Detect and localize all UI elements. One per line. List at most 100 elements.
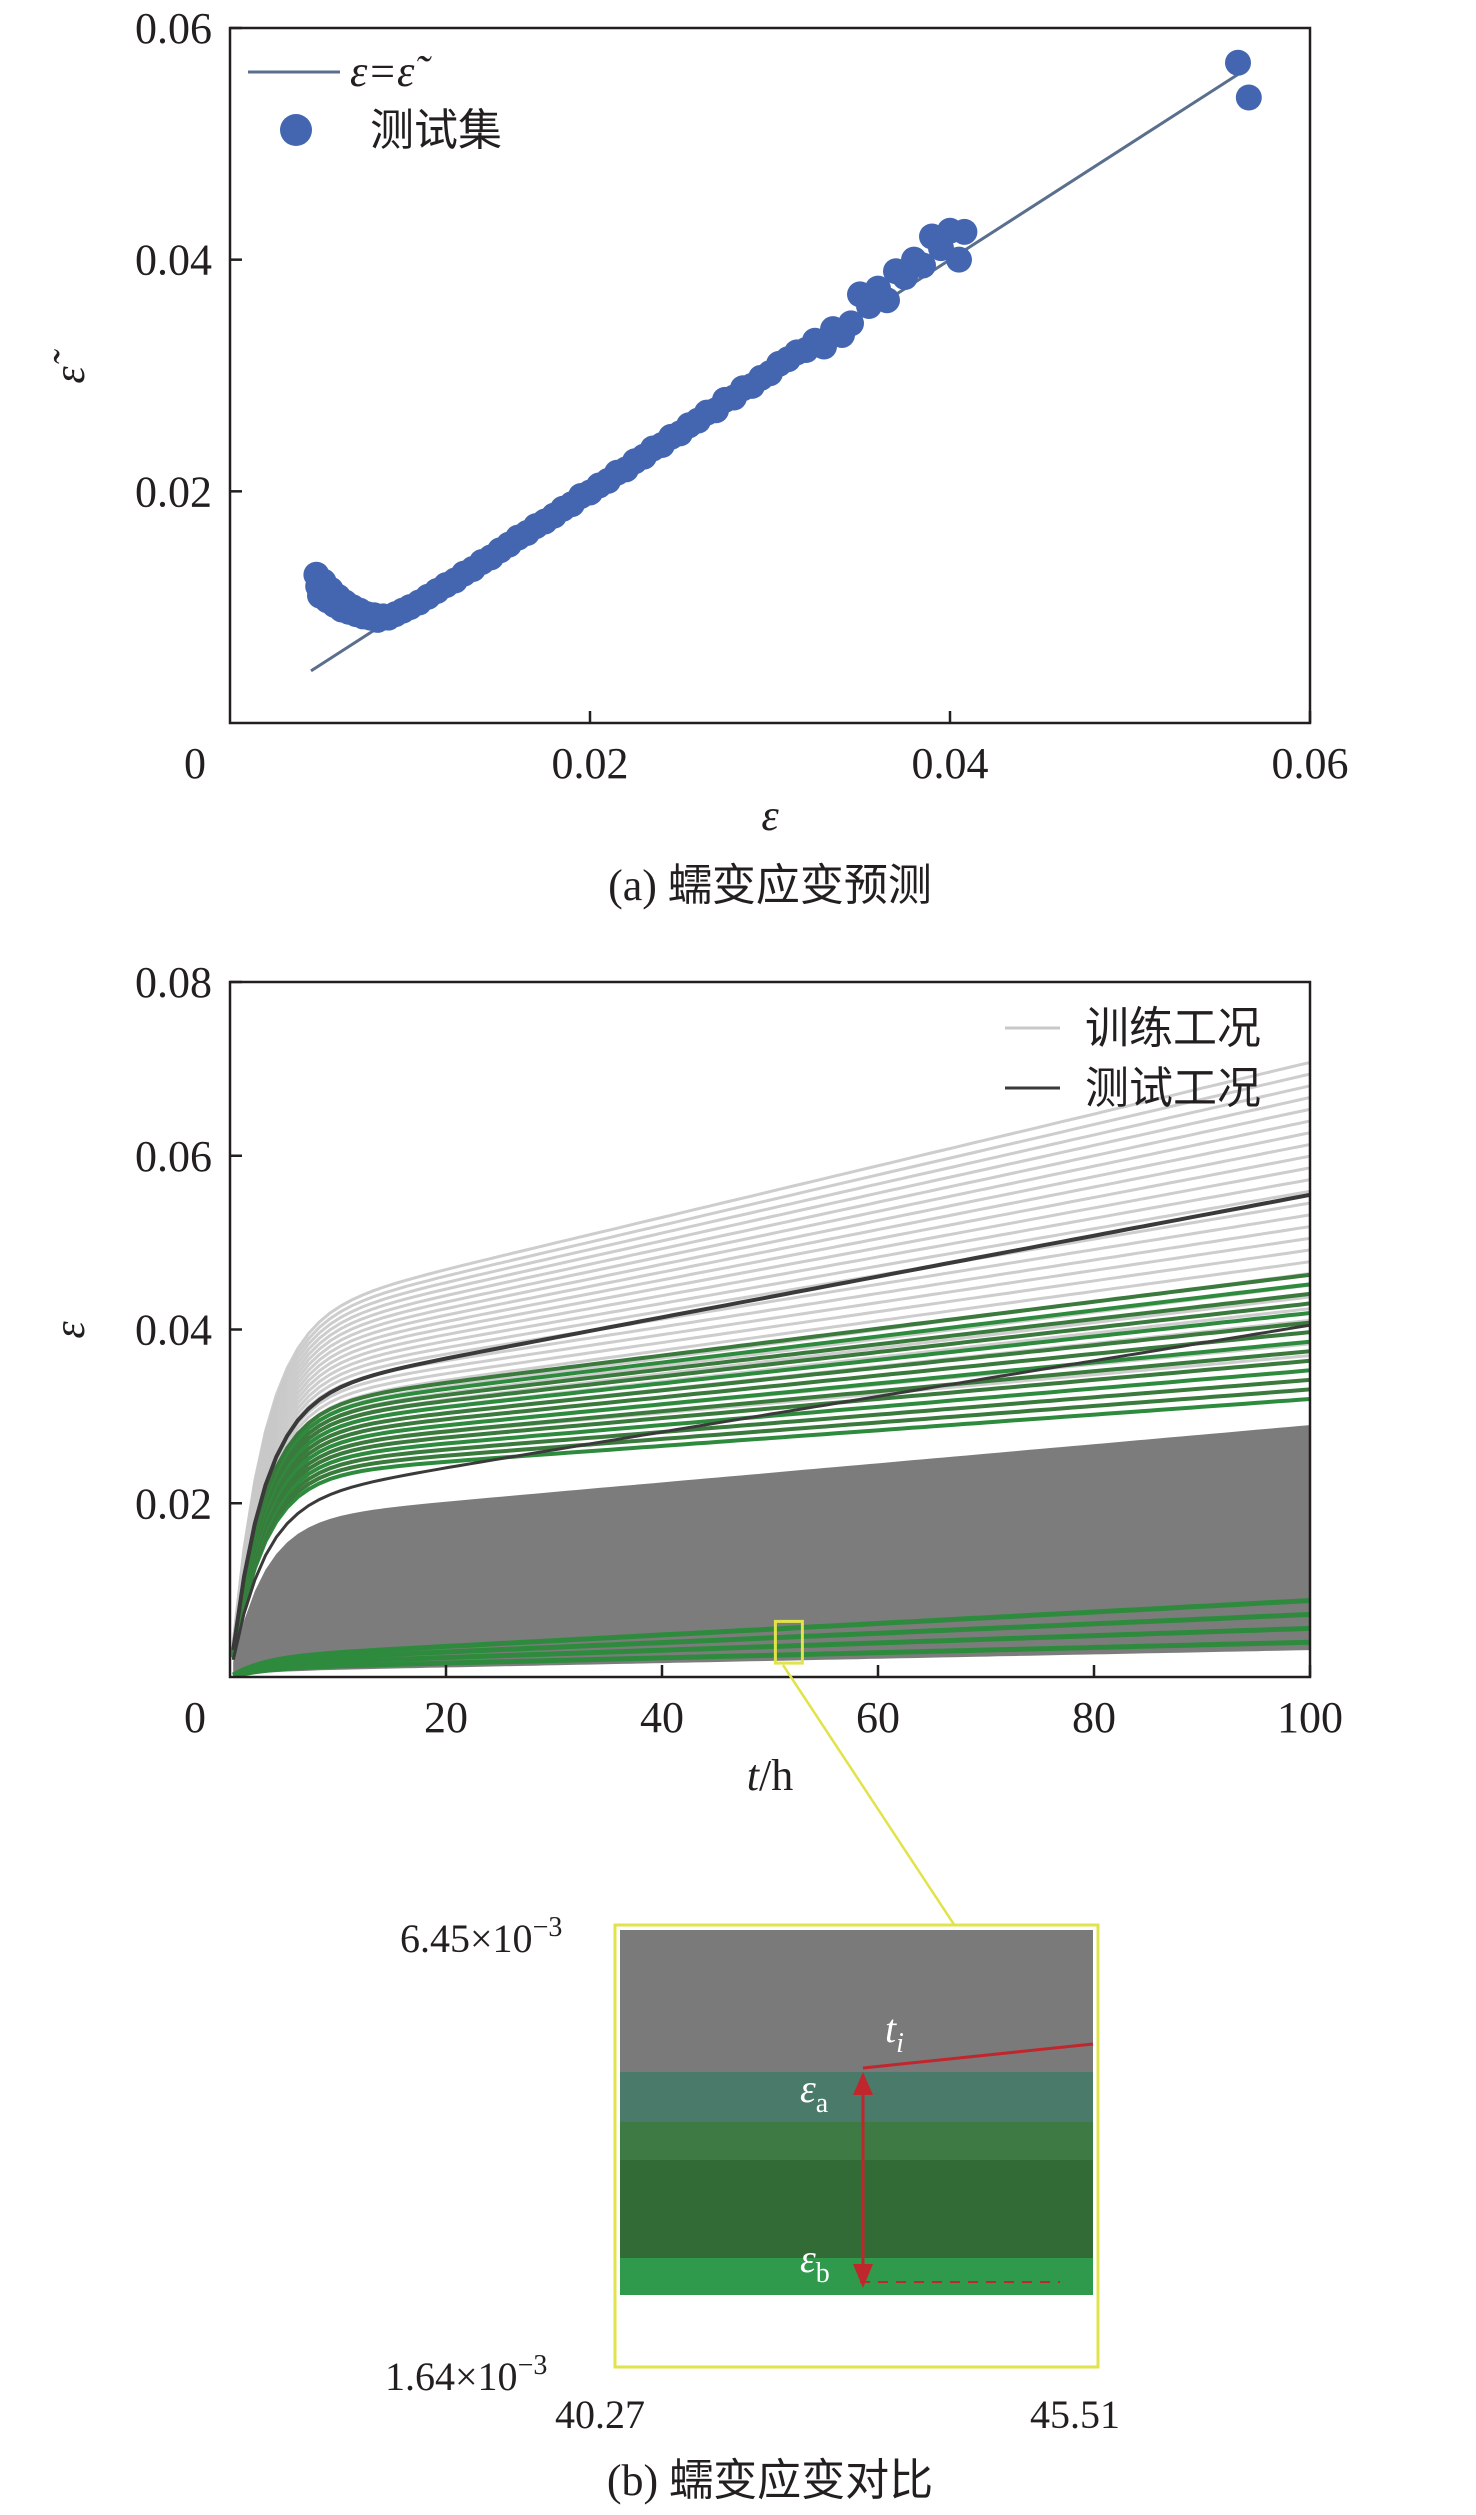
inset-band — [620, 1930, 1093, 2072]
training-curve — [231, 1178, 1310, 1648]
inset-band — [620, 2160, 1093, 2258]
inset-ytop-label: 6.45×10 — [400, 1916, 533, 1961]
svg-text:εb: εb — [800, 2236, 830, 2289]
panel-b-ytick-label: 0.08 — [135, 958, 212, 1007]
training-curve — [231, 1311, 1310, 1654]
panel-b-lines: 0 20 40 60 80 100 0.02 0.04 0.06 0.08 训练工况 测试工况 ε… — [45, 958, 1343, 2505]
inset-xleft-label: 40.27 — [555, 2392, 645, 2437]
zoom-inset: ti εa εb 6.45×10−3 1.64×10−3 40.27 45.51 — [385, 1912, 1120, 2437]
scatter-point — [910, 252, 936, 279]
panel-a-ticks: 0 0.02 0.04 0.06 0.02 0.04 0.06 — [135, 4, 1349, 788]
svg-text:1.64×10−3: 1.64×10−3 — [385, 2350, 547, 2399]
training-curve — [231, 1084, 1310, 1644]
legend-test-set-label: 测试集 — [370, 106, 502, 155]
panel-b-ytick-label: 0.04 — [135, 1306, 212, 1355]
training-curve — [231, 1387, 1310, 1658]
legend-test-set-marker — [280, 114, 312, 146]
svg-text:ε=ε̃: ε=ε̃ — [350, 47, 432, 96]
training-curve — [231, 1358, 1310, 1657]
inset-ybottom-exponent: −3 — [518, 2350, 548, 2381]
inset-ytop-exponent: −3 — [533, 1912, 563, 1943]
panel-b-xtick-label: 40 — [640, 1693, 684, 1742]
scatter-point — [1235, 84, 1262, 111]
inset-eb-label: ε — [800, 2236, 816, 2281]
inset-ybottom-label: 1.64×10 — [385, 2354, 518, 2399]
training-curve — [231, 1291, 1310, 1653]
training-curve — [231, 1330, 1310, 1655]
panel-a-scatter: 0 0.02 0.04 0.060.020.040.06 ε=ε̃ 测试集 ε ε̃ … — [45, 4, 1349, 910]
inset-band — [620, 2258, 1093, 2295]
training-curve — [232, 1639, 1310, 1677]
training-curve — [232, 1612, 1310, 1677]
panel-a-ylabel: ε̃ — [45, 348, 94, 383]
training-curve — [231, 1107, 1310, 1645]
zoom-highlight-box — [773, 1619, 804, 1665]
training-curve — [231, 1201, 1310, 1649]
training-curve — [231, 1213, 1310, 1650]
panel-b-curves — [231, 1060, 1310, 1677]
scatter-point — [838, 310, 864, 337]
training-curve — [231, 1301, 1310, 1654]
testing-curve — [231, 1192, 1310, 1651]
panel-a-ytick-label: 0.04 — [135, 236, 212, 285]
panel-b-ylabel: ε — [45, 1321, 94, 1339]
panel-b-ytick-label: 0.02 — [135, 1479, 212, 1528]
inset-arrow-up-icon — [853, 2072, 873, 2095]
scatter-point — [874, 287, 900, 314]
panel-b-xlabel-unit: /h — [759, 1751, 793, 1800]
svg-text:6.45×10−3: 6.45×10−3 — [400, 1912, 562, 1961]
panel-a-frame — [228, 26, 1312, 725]
inset-ti-label: t — [885, 2006, 897, 2051]
testing-curve — [231, 1323, 1310, 1661]
panel-b-xtick-label: 100 — [1277, 1693, 1343, 1742]
panel-a-xtick-label: 0 — [184, 739, 206, 788]
panel-a-marks — [303, 49, 1262, 673]
training-curve — [231, 1143, 1310, 1647]
training-curve — [231, 1260, 1310, 1652]
panel-a-xtick-label: 0.02 — [552, 739, 629, 788]
panel-b-legend: 训练工况 测试工况 — [1005, 1004, 1261, 1113]
panel-b-ticks: 0 20 40 60 80 100 0.02 0.04 0.06 0.08 — [135, 958, 1343, 1742]
panel-a-xlabel: ε — [761, 791, 779, 840]
scatter-point — [951, 218, 978, 245]
legend-testing-label: 测试工况 — [1085, 1064, 1261, 1113]
panel-a-ytick-label: 0.06 — [135, 4, 212, 53]
training-curve — [231, 1060, 1310, 1643]
training-curve — [231, 1119, 1310, 1646]
training-curve — [231, 1349, 1310, 1656]
training-curve — [231, 1248, 1310, 1651]
training-curve — [231, 1236, 1310, 1651]
legend-reference-line-tilde: ε̃ — [397, 47, 432, 96]
panel-a-ytick-label: 0.02 — [135, 467, 212, 516]
training-curve — [231, 1339, 1310, 1656]
test-set-points — [303, 49, 1262, 633]
svg-text:t/h: t/h — [747, 1751, 793, 1800]
panel-a-xtick-label: 0.04 — [912, 739, 989, 788]
training-curve — [231, 1154, 1310, 1647]
panel-b-xtick-label: 0 — [184, 1693, 206, 1742]
inset-eb-subscript: b — [816, 2258, 830, 2289]
svg-text:εa: εa — [800, 2066, 829, 2119]
training-curve — [231, 1368, 1310, 1657]
panel-b-xtick-label: 20 — [424, 1693, 468, 1742]
inset-xright-label: 45.51 — [1030, 2392, 1120, 2437]
training-curve — [231, 1272, 1310, 1652]
panel-a-caption: (a) 蠕变应变预测 — [608, 861, 932, 910]
training-curve — [232, 1625, 1310, 1677]
training-curve — [231, 1096, 1310, 1645]
training-curve — [231, 1166, 1310, 1648]
inset-ti-marker-line — [862, 2042, 1094, 2070]
training-curve — [232, 1598, 1310, 1677]
panel-b-ytick-label: 0.06 — [135, 1132, 212, 1181]
inset-band — [620, 2072, 1093, 2122]
panel-b-xtick-label: 60 — [856, 1693, 900, 1742]
scatter-point — [946, 246, 972, 273]
panel-b-xlabel-symbol: t — [747, 1751, 761, 1800]
panel-b-caption: (b) 蠕变应变对比 — [607, 2456, 933, 2505]
zoom-connector-line — [781, 1664, 957, 1927]
training-curve — [231, 1282, 1310, 1652]
training-curve — [231, 1320, 1310, 1655]
panel-a-xtick-label: 0.06 — [1272, 739, 1349, 788]
scatter-point — [1225, 49, 1251, 76]
